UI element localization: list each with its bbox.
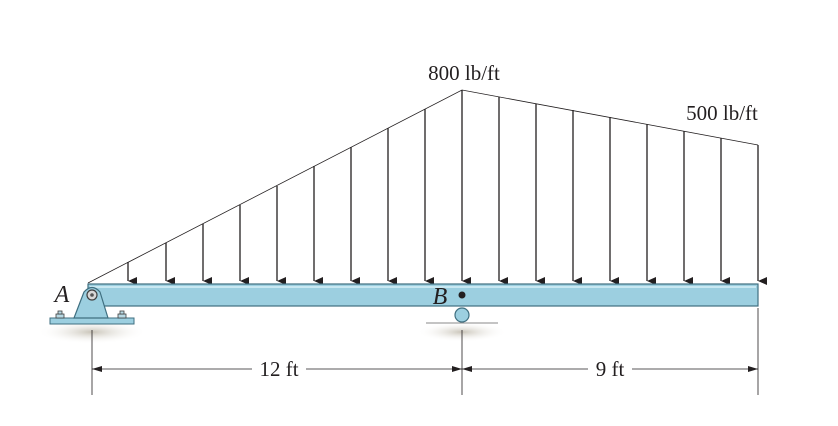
point-a-label: A <box>53 282 70 308</box>
dim-label-right-bg <box>588 358 632 380</box>
support-a-bracket <box>73 286 109 319</box>
point-b-dot <box>458 291 466 299</box>
dim-label-left-bg <box>252 358 306 380</box>
dim-label-right: 9 ft <box>596 357 625 381</box>
arrowhead <box>92 366 102 372</box>
dim-label-left: 12 ft <box>259 357 298 381</box>
bolt-icon <box>55 310 127 319</box>
arrowhead <box>462 366 472 372</box>
end-load-label: 500 lb/ft <box>686 101 758 125</box>
roller-support-b <box>426 307 498 324</box>
dimension-lines <box>91 308 759 395</box>
point-b-label: B <box>433 284 448 310</box>
peak-load-label: 800 lb/ft <box>428 61 500 85</box>
roller <box>454 307 470 323</box>
support-a-base-plate <box>49 317 135 325</box>
arrowhead <box>452 366 462 372</box>
pin-support-a <box>49 286 135 325</box>
load-arrows <box>127 90 767 285</box>
load-envelope <box>87 89 759 284</box>
arrowhead <box>748 366 758 372</box>
